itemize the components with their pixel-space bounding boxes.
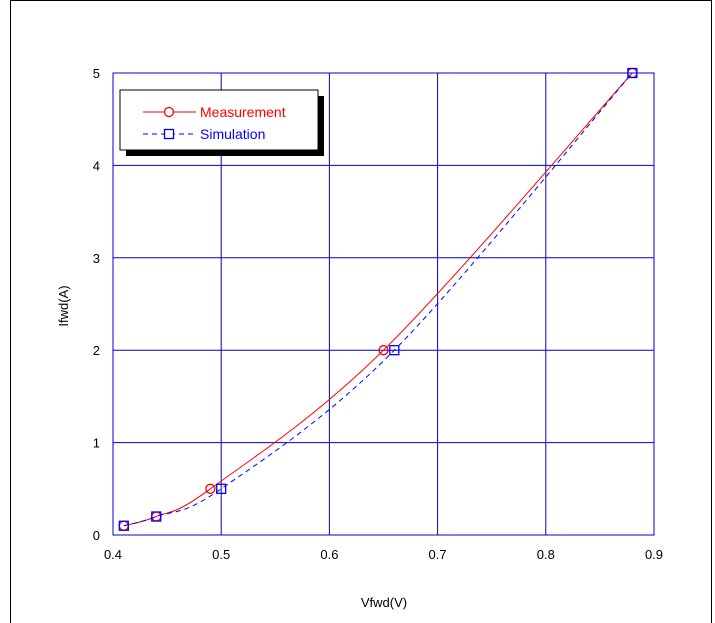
simulation-legend-label: Simulation [200, 126, 265, 142]
simulation-legend-marker [163, 128, 175, 140]
series-layer [118, 67, 638, 531]
plot-border [112, 72, 655, 536]
y-tick-label: 5 [93, 66, 100, 81]
tick-layer: 0.4 0.5 0.6 0.7 0.8 0.9 0 1 2 3 4 5 [93, 66, 663, 562]
y-tick-label: 4 [93, 158, 100, 173]
measurement-legend-marker [163, 106, 175, 118]
y-tick-label: 2 [93, 343, 100, 358]
simulation-series-line [123, 72, 633, 527]
x-tick-label: 0.4 [104, 547, 122, 562]
simulation-point [389, 345, 400, 356]
simulation-point [118, 520, 129, 531]
legend: Measurement Simulation [119, 89, 324, 156]
measurement-point [378, 345, 389, 356]
simulation-point [151, 511, 162, 522]
simulation-point [627, 67, 638, 79]
legend-items: Measurement Simulation [143, 104, 286, 142]
x-tick-label: 0.5 [212, 547, 230, 562]
simulation-point [216, 483, 227, 494]
x-tick-label: 0.7 [429, 547, 447, 562]
y-tick-label: 0 [93, 528, 100, 543]
x-tick-label: 0.8 [537, 547, 555, 562]
measurement-series-line [123, 72, 633, 527]
x-tick-label: 0.9 [645, 547, 663, 562]
x-axis-title: Vfwd(V) [361, 595, 407, 610]
x-tick-label: 0.6 [320, 547, 338, 562]
y-axis-title: Ifwd(A) [56, 285, 71, 326]
y-tick-label: 1 [93, 436, 100, 451]
measurement-legend-label: Measurement [200, 104, 286, 120]
legend-box [119, 89, 319, 151]
measurement-point [205, 483, 216, 494]
y-tick-label: 3 [93, 251, 100, 266]
